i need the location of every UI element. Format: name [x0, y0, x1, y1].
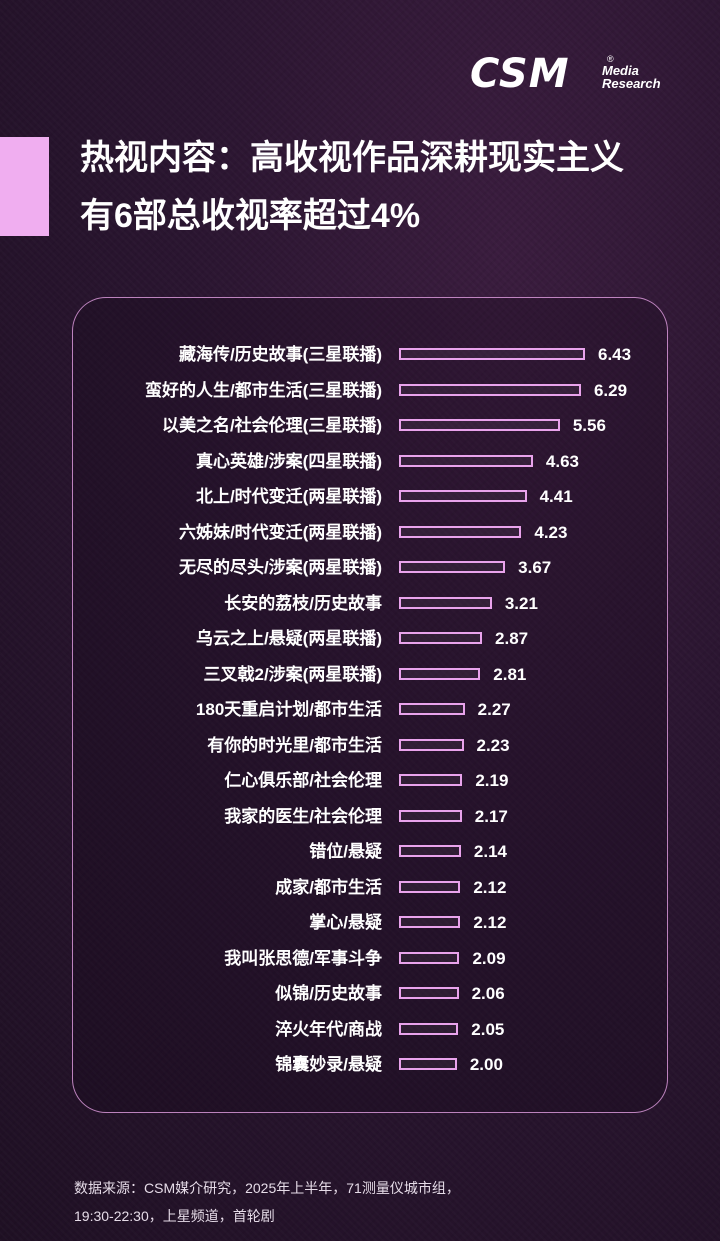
logo-sub-media: Media	[602, 63, 639, 78]
category-label: 成家/都市生活	[275, 877, 382, 897]
bar	[399, 774, 463, 786]
bar-row: 蛮好的人生/都市生活(三星联播) 6.29	[0, 376, 720, 406]
bar	[399, 951, 460, 964]
logo-sub-research: Research	[602, 76, 661, 91]
bar-row: 有你的时光里/都市生活 2.23	[0, 731, 720, 761]
bar	[399, 596, 492, 609]
category-label: 真心英雄/涉案(四星联播)	[195, 451, 382, 471]
bar-row: 北上/时代变迁(两星联播) 4.41	[0, 482, 720, 512]
source-note-line2: 19:30-22:30，上星频道，首轮剧	[74, 1208, 275, 1224]
bar-row: 三叉戟2/涉案(两星联播) 2.81	[0, 660, 720, 690]
bar-row: 我家的医生/社会伦理 2.17	[0, 802, 720, 832]
category-label: 三叉戟2/涉案(两星联播)	[203, 664, 383, 684]
value-label: 6.29	[593, 380, 628, 400]
value-label: 3.21	[504, 593, 538, 613]
value-label: 2.87	[495, 629, 529, 648]
bar	[399, 880, 461, 893]
category-label: 乌云之上/悬疑(两星联播)	[195, 629, 382, 648]
source-note-line1: 数据来源：CSM媒介研究，2025年上半年，71测量仪城市组，	[74, 1180, 460, 1196]
page-title-line2: 有6部总收视率超过4%	[80, 197, 421, 235]
category-label: 长安的荔枝/历史故事	[224, 593, 382, 613]
bar-row: 错位/悬疑 2.14	[0, 837, 720, 867]
value-label: 4.23	[534, 522, 568, 542]
bar	[399, 348, 585, 360]
bar	[399, 703, 465, 715]
bar-row: 长安的荔枝/历史故事 3.21	[0, 589, 720, 619]
bar-row: 锦囊妙录/悬疑 2.00	[0, 1050, 720, 1080]
chart-panel	[72, 297, 668, 1113]
bar	[399, 1022, 459, 1035]
value-label: 2.23	[476, 735, 510, 755]
bar-row: 仁心俱乐部/社会伦理 2.19	[0, 766, 720, 796]
bar	[399, 490, 527, 502]
value-label: 2.81	[493, 664, 527, 684]
bar	[399, 1058, 457, 1070]
value-label: 2.19	[475, 771, 509, 790]
category-label: 六姊妹/时代变迁(两星联播)	[178, 522, 382, 542]
bar-row: 180天重启计划/都市生活 2.27	[0, 695, 720, 725]
category-label: 蛮好的人生/都市生活(三星联播)	[144, 380, 382, 400]
logo-registered-mark: ®	[607, 54, 614, 64]
bar	[399, 987, 459, 999]
logo-subtitle: Media Research	[602, 64, 661, 90]
bar	[399, 632, 483, 644]
bar-row: 以美之名/社会伦理(三星联播) 5.56	[0, 411, 720, 441]
value-label: 4.41	[539, 487, 573, 506]
bar-row: 似锦/历史故事 2.06	[0, 979, 720, 1009]
bar	[399, 809, 462, 822]
bar-row: 真心英雄/涉案(四星联播) 4.63	[0, 447, 720, 477]
bar	[399, 561, 506, 573]
bar-row: 掌心/悬疑 2.12	[0, 908, 720, 938]
bar	[399, 454, 533, 467]
value-label: 6.43	[598, 345, 632, 364]
bar-row: 无尽的尽头/涉案(两星联播) 3.67	[0, 553, 720, 583]
value-label: 4.63	[545, 451, 580, 471]
category-label: 北上/时代变迁(两星联播)	[195, 487, 382, 506]
logo-text: CSM	[470, 51, 570, 97]
value-label: 2.00	[469, 1055, 503, 1074]
title-accent-block	[0, 137, 49, 236]
bar	[399, 738, 464, 751]
value-label: 2.27	[477, 700, 511, 719]
bar-row: 成家/都市生活 2.12	[0, 873, 720, 903]
bar	[399, 383, 581, 396]
bar	[399, 667, 481, 680]
value-label: 2.09	[472, 948, 506, 968]
value-label: 2.14	[473, 842, 507, 861]
category-label: 锦囊妙录/悬疑	[275, 1055, 382, 1074]
bar-row: 藏海传/历史故事(三星联播) 6.43	[0, 340, 720, 370]
bar	[399, 525, 522, 538]
value-label: 2.06	[471, 984, 505, 1003]
bar	[399, 916, 461, 928]
value-label: 5.56	[572, 416, 606, 435]
category-label: 我家的医生/社会伦理	[224, 806, 382, 826]
category-label: 错位/悬疑	[309, 842, 382, 861]
bar-row: 淬火年代/商战 2.05	[0, 1015, 720, 1045]
page-title-line1: 热视内容：高收视作品深耕现实主义	[80, 139, 624, 177]
category-label: 180天重启计划/都市生活	[195, 700, 382, 719]
bar	[399, 845, 461, 857]
category-label: 似锦/历史故事	[275, 984, 382, 1003]
category-label: 以美之名/社会伦理(三星联播)	[161, 416, 382, 435]
category-label: 藏海传/历史故事(三星联播)	[178, 345, 382, 364]
category-label: 无尽的尽头/涉案(两星联播)	[178, 558, 382, 577]
bar	[399, 419, 560, 431]
category-label: 我叫张思德/军事斗争	[224, 948, 382, 968]
value-label: 3.67	[518, 558, 552, 577]
bar-row: 我叫张思德/军事斗争 2.09	[0, 944, 720, 974]
category-label: 掌心/悬疑	[309, 913, 382, 932]
value-label: 2.17	[474, 806, 508, 826]
category-label: 有你的时光里/都市生活	[207, 735, 382, 755]
value-label: 2.12	[473, 877, 507, 897]
category-label: 仁心俱乐部/社会伦理	[224, 771, 382, 790]
category-label: 淬火年代/商战	[275, 1019, 382, 1039]
bar-row: 乌云之上/悬疑(两星联播) 2.87	[0, 624, 720, 654]
value-label: 2.12	[473, 913, 507, 932]
value-label: 2.05	[471, 1019, 505, 1039]
bar-row: 六姊妹/时代变迁(两星联播) 4.23	[0, 518, 720, 548]
